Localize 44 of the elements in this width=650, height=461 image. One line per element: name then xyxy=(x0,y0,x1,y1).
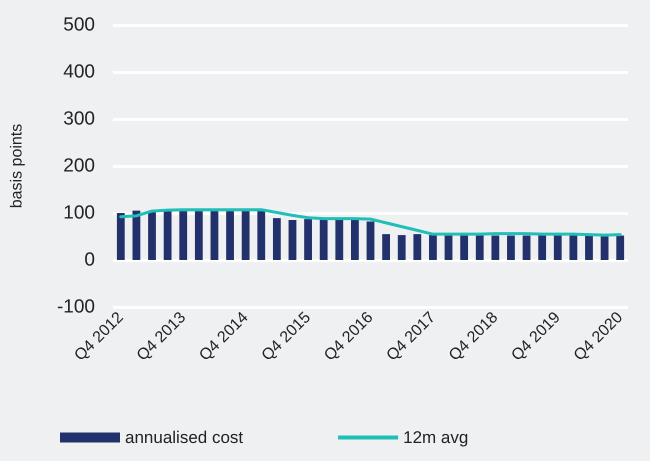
y-tick-label: 300 xyxy=(63,108,95,130)
bar xyxy=(194,211,203,260)
y-tick-label: 400 xyxy=(63,62,95,82)
bar xyxy=(288,220,296,260)
y-tick-label: 200 xyxy=(63,156,95,176)
bar xyxy=(257,211,266,260)
bar xyxy=(226,211,234,260)
bar xyxy=(366,221,374,260)
bar xyxy=(164,211,172,260)
bar xyxy=(210,211,218,260)
bar xyxy=(304,219,312,260)
bar xyxy=(272,218,281,260)
bar xyxy=(554,236,562,260)
bar xyxy=(507,236,515,260)
bar xyxy=(429,235,437,260)
bar xyxy=(476,236,484,260)
bar xyxy=(569,236,578,260)
bar xyxy=(179,211,188,260)
legend-label: 12m avg xyxy=(403,428,468,447)
bar xyxy=(444,236,452,260)
bar xyxy=(491,236,500,260)
bar xyxy=(116,213,125,260)
y-tick-label: 0 xyxy=(84,250,95,270)
bar xyxy=(350,220,359,260)
legend-label: annualised cost xyxy=(125,428,244,447)
bar xyxy=(242,211,250,260)
y-axis-title: basis points xyxy=(8,124,26,208)
bar xyxy=(460,236,468,260)
bar xyxy=(538,236,546,260)
y-tick-label: -100 xyxy=(56,296,95,318)
bar xyxy=(616,236,624,260)
line-series xyxy=(119,208,622,237)
bar xyxy=(320,220,328,260)
bar xyxy=(148,211,156,260)
y-tick-label: 100 xyxy=(63,202,95,224)
bar xyxy=(398,235,406,260)
bar xyxy=(522,236,530,260)
bar xyxy=(335,220,344,260)
bar xyxy=(413,234,422,260)
y-tick-label: 500 xyxy=(63,14,95,36)
bar xyxy=(132,210,140,260)
bar xyxy=(600,236,608,260)
bar xyxy=(585,236,593,260)
bar xyxy=(382,234,390,260)
